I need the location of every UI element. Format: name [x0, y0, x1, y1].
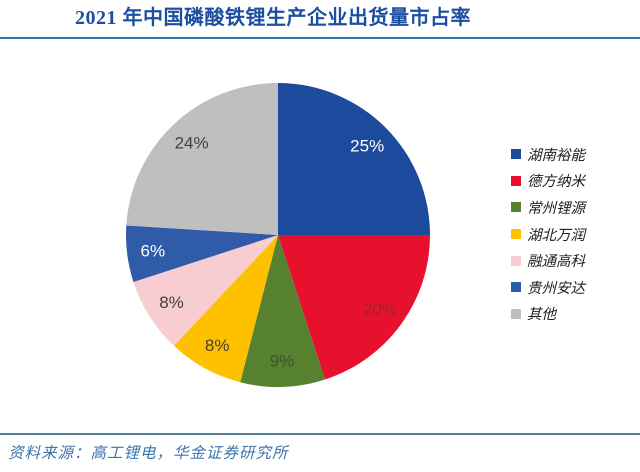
legend-marker-icon: [511, 149, 521, 160]
legend-label: 德方纳米: [527, 174, 585, 191]
legend-marker-icon: [511, 202, 521, 213]
legend-marker-icon: [511, 175, 521, 186]
pie-slice-4: [133, 235, 278, 346]
legend-item-3: 湖北万润: [511, 221, 585, 248]
pie-data-label-4: 8%: [159, 293, 184, 312]
legend-item-4: 融通高科: [511, 247, 585, 274]
pie-slice-1: [278, 235, 430, 380]
source-note: 资料来源：高工锂电，华金证券研究所: [8, 445, 289, 462]
legend-label: 湖北万润: [527, 227, 585, 244]
pie-data-label-1: 20%: [363, 300, 397, 319]
pie-slice-0: [278, 83, 430, 235]
legend-item-0: 湖南裕能: [511, 141, 585, 168]
pie-data-label-6: 24%: [175, 134, 209, 153]
legend-label: 湖南裕能: [527, 147, 585, 164]
chart-title: 2021 年中国磷酸铁锂生产企业出货量市占率: [75, 7, 471, 29]
pie-slice-6: [126, 83, 278, 235]
pie-data-label-0: 25%: [350, 136, 384, 155]
pie-data-label-5: 6%: [141, 241, 166, 260]
pie-data-label-3: 8%: [205, 336, 230, 355]
legend-marker-icon: [511, 255, 521, 266]
pie-slice-5: [126, 225, 278, 282]
legend-item-2: 常州锂源: [511, 194, 585, 221]
pie-slice-2: [240, 235, 325, 387]
legend-item-1: 德方纳米: [511, 168, 585, 195]
pie-data-label-2: 9%: [270, 352, 295, 371]
legend-marker-icon: [511, 282, 521, 293]
legend: 湖南裕能德方纳米常州锂源湖北万润融通高科贵州安达其他: [511, 141, 585, 327]
legend-item-5: 贵州安达: [511, 274, 585, 301]
legend-marker-icon: [511, 229, 521, 240]
legend-item-6: 其他: [511, 301, 585, 328]
legend-label: 贵州安达: [527, 280, 585, 297]
pie-slice-3: [173, 235, 278, 383]
legend-marker-icon: [511, 308, 521, 319]
title-underline: [0, 37, 640, 39]
footer-rule: [0, 433, 640, 435]
legend-label: 融通高科: [527, 254, 585, 271]
legend-label: 其他: [527, 307, 556, 324]
legend-label: 常州锂源: [527, 200, 585, 217]
